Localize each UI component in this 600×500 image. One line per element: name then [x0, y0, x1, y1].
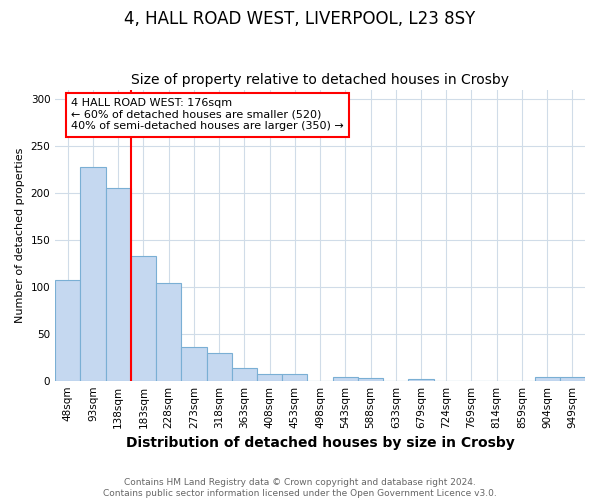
Text: 4, HALL ROAD WEST, LIVERPOOL, L23 8SY: 4, HALL ROAD WEST, LIVERPOOL, L23 8SY: [124, 10, 476, 28]
Bar: [358, 378, 383, 380]
Bar: [282, 374, 307, 380]
Bar: [232, 368, 257, 380]
Bar: [332, 377, 358, 380]
X-axis label: Distribution of detached houses by size in Crosby: Distribution of detached houses by size …: [126, 436, 514, 450]
Bar: [535, 377, 560, 380]
Text: 4 HALL ROAD WEST: 176sqm
← 60% of detached houses are smaller (520)
40% of semi-: 4 HALL ROAD WEST: 176sqm ← 60% of detach…: [71, 98, 344, 132]
Bar: [131, 256, 156, 380]
Bar: [560, 377, 585, 380]
Bar: [80, 166, 106, 380]
Bar: [55, 280, 80, 380]
Bar: [409, 379, 434, 380]
Text: Contains HM Land Registry data © Crown copyright and database right 2024.
Contai: Contains HM Land Registry data © Crown c…: [103, 478, 497, 498]
Y-axis label: Number of detached properties: Number of detached properties: [15, 148, 25, 323]
Bar: [156, 283, 181, 380]
Bar: [106, 188, 131, 380]
Bar: [181, 347, 206, 380]
Title: Size of property relative to detached houses in Crosby: Size of property relative to detached ho…: [131, 73, 509, 87]
Bar: [206, 352, 232, 380]
Bar: [257, 374, 282, 380]
